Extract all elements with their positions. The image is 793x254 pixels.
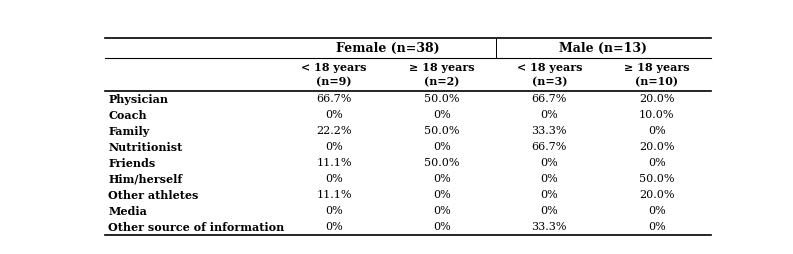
Text: 0%: 0% [325,142,343,152]
Text: 0%: 0% [648,126,666,136]
Text: 11.1%: 11.1% [316,190,352,200]
Text: 10.0%: 10.0% [639,110,675,120]
Text: ≥ 18 years
(n=10): ≥ 18 years (n=10) [624,62,690,87]
Text: < 18 years
(n=3): < 18 years (n=3) [516,62,582,87]
Text: 66.7%: 66.7% [316,94,352,104]
Text: 0%: 0% [433,190,450,200]
Text: 0%: 0% [433,207,450,216]
Text: 0%: 0% [540,158,558,168]
Text: 0%: 0% [325,207,343,216]
Text: 33.3%: 33.3% [531,126,567,136]
Text: 0%: 0% [648,223,666,232]
Text: 0%: 0% [540,207,558,216]
Text: 0%: 0% [433,174,450,184]
Text: 0%: 0% [433,110,450,120]
Text: Nutritionist: Nutritionist [109,142,182,153]
Text: 50.0%: 50.0% [424,94,459,104]
Text: 0%: 0% [540,190,558,200]
Text: Him/herself: Him/herself [109,174,182,185]
Text: 0%: 0% [325,174,343,184]
Text: 0%: 0% [648,207,666,216]
Text: 20.0%: 20.0% [639,142,675,152]
Text: Female (n=38): Female (n=38) [336,42,440,55]
Text: Media: Media [109,206,147,217]
Text: Other athletes: Other athletes [109,190,199,201]
Text: 0%: 0% [433,223,450,232]
Text: Physician: Physician [109,94,168,105]
Text: 33.3%: 33.3% [531,223,567,232]
Text: 50.0%: 50.0% [639,174,675,184]
Text: Other source of information: Other source of information [109,222,285,233]
Text: 0%: 0% [433,142,450,152]
Text: 0%: 0% [648,158,666,168]
Text: Male (n=13): Male (n=13) [559,42,647,55]
Text: 0%: 0% [540,110,558,120]
Text: 66.7%: 66.7% [531,94,567,104]
Text: 20.0%: 20.0% [639,94,675,104]
Text: 20.0%: 20.0% [639,190,675,200]
Text: ≥ 18 years
(n=2): ≥ 18 years (n=2) [409,62,474,87]
Text: Family: Family [109,126,150,137]
Text: 66.7%: 66.7% [531,142,567,152]
Text: 11.1%: 11.1% [316,158,352,168]
Text: 50.0%: 50.0% [424,126,459,136]
Text: Coach: Coach [109,110,147,121]
Text: 22.2%: 22.2% [316,126,352,136]
Text: Friends: Friends [109,158,155,169]
Text: 0%: 0% [325,110,343,120]
Text: 50.0%: 50.0% [424,158,459,168]
Text: 0%: 0% [540,174,558,184]
Text: 0%: 0% [325,223,343,232]
Text: < 18 years
(n=9): < 18 years (n=9) [301,62,367,87]
